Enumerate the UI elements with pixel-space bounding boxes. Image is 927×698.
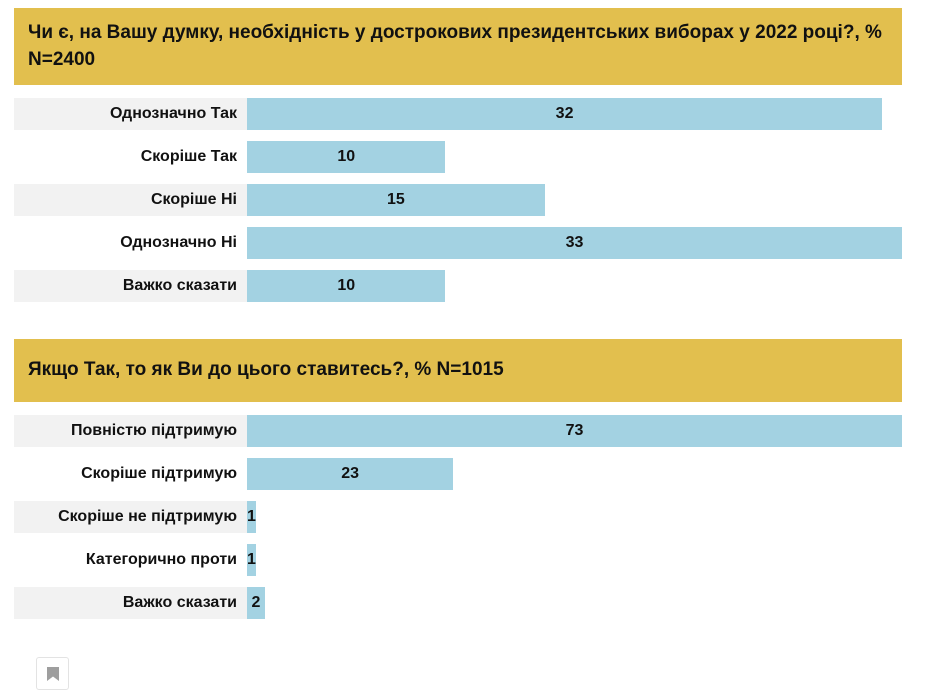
value-label: 73 xyxy=(565,421,584,439)
chart-row: Однозначно Ні 33 xyxy=(14,227,902,260)
chart-row: Категорично проти 1 xyxy=(14,543,902,576)
bar-track: 10 xyxy=(247,141,902,174)
chart-row: Важко сказати 10 xyxy=(14,270,902,303)
category-label: Скоріше Так xyxy=(140,148,237,166)
category-label: Категорично проти xyxy=(85,550,237,568)
value-label: 10 xyxy=(337,277,356,295)
category-label: Важко сказати xyxy=(14,586,247,619)
value-label: 10 xyxy=(337,148,356,166)
chart-row: Важко сказати 2 xyxy=(14,586,902,619)
bar-track: 15 xyxy=(247,184,902,217)
chart1-title-banner: Чи є, на Вашу думку, необхідність у дост… xyxy=(14,8,902,86)
chart-row: Повністю підтримую 73 xyxy=(14,414,902,447)
bookmark-icon xyxy=(46,666,60,682)
bar-track: 33 xyxy=(247,227,902,260)
chart-row: Однозначно Так 32 xyxy=(14,98,902,131)
value-label: 1 xyxy=(247,550,256,568)
bar: 1 xyxy=(247,500,256,533)
category-label: Скоріше не підтримую xyxy=(14,500,247,533)
bar-track: 23 xyxy=(247,457,902,490)
value-label: 2 xyxy=(251,593,261,611)
category-label: Однозначно Ні xyxy=(120,234,237,252)
bar-track: 1 xyxy=(247,500,902,533)
value-label: 1 xyxy=(247,507,256,525)
bar: 73 xyxy=(247,414,902,447)
value-label: 23 xyxy=(341,464,360,482)
chart-row: Скоріше Так 10 xyxy=(14,141,902,174)
value-label: 32 xyxy=(555,105,574,123)
chart-row: Скоріше Ні 15 xyxy=(14,184,902,217)
category-label: Скоріше Ні xyxy=(14,184,247,217)
bar: 10 xyxy=(247,270,446,303)
bar: 32 xyxy=(247,98,883,131)
bar: 2 xyxy=(247,586,265,619)
category-label: Повністю підтримую xyxy=(14,414,247,447)
bar: 23 xyxy=(247,457,454,490)
bar-track: 10 xyxy=(247,270,902,303)
bar: 1 xyxy=(247,543,256,576)
chart-row: Скоріше не підтримую 1 xyxy=(14,500,902,533)
value-label: 15 xyxy=(386,191,405,209)
category-label: Однозначно Так xyxy=(14,98,247,131)
chart2-bars: Повністю підтримую 73 Скоріше підтримую 23 С… xyxy=(14,414,902,619)
chart-row: Скоріше підтримую 23 xyxy=(14,457,902,490)
bar: 33 xyxy=(247,227,902,260)
bar-track: 73 xyxy=(247,414,902,447)
bar-track: 1 xyxy=(247,543,902,576)
chart1-bars: Однозначно Так 32 Скоріше Так 10 Скоріше Ні 1… xyxy=(14,98,902,303)
value-label: 33 xyxy=(565,234,584,252)
category-label: Скоріше підтримую xyxy=(81,464,237,482)
chart2-title-banner: Якщо Так, то як Ви до цього ставитесь?, … xyxy=(14,339,902,402)
bar-track: 2 xyxy=(247,586,902,619)
category-label: Важко сказати xyxy=(14,270,247,303)
bar-track: 32 xyxy=(247,98,902,131)
bookmark-button[interactable] xyxy=(36,657,69,690)
page-content: Чи є, на Вашу думку, необхідність у дост… xyxy=(14,0,902,619)
bar: 10 xyxy=(247,141,446,174)
bar: 15 xyxy=(247,184,545,217)
